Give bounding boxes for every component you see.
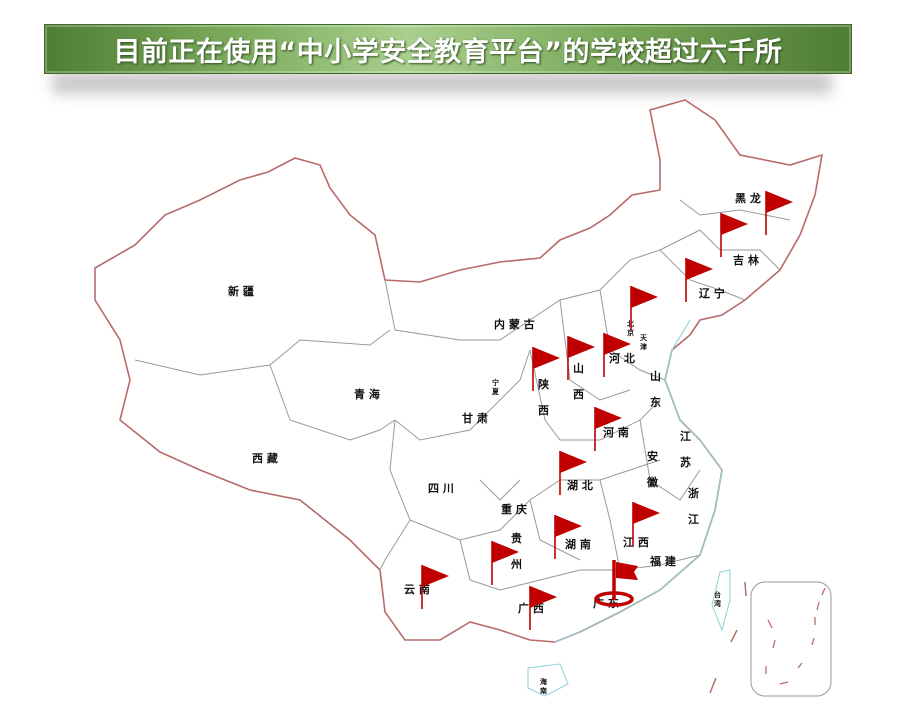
province-label: 辽 宁 [699,286,725,300]
province-label: 河 南 [603,425,629,439]
flag-marker [594,560,638,607]
flag-marker [529,586,557,630]
province-label: 海南 [540,677,547,695]
province-label: 陕西 [538,377,549,417]
province-label: 内 蒙 古 [494,317,535,331]
province-label: 台湾 [714,590,721,608]
province-label: 新 疆 [228,284,254,298]
flag-marker [567,336,595,380]
south-china-sea-inset [750,581,832,697]
flag-marker [632,502,660,546]
china-border [94,99,824,643]
flag-marker [559,451,587,495]
flag-marker [720,213,748,257]
province-label: 天津 [640,333,648,351]
province-label: 江 西 [623,535,649,549]
province-label: 湖 南 [565,537,591,551]
flag-marker [603,333,631,377]
banner-title: 目前正在使用“中小学安全教育平台”的学校超过六千所 [113,36,783,68]
province-label: 山东 [650,369,661,409]
province-label: 四 川 [428,482,454,495]
flag-marker [554,515,582,559]
flag-marker [685,258,713,302]
title-banner: 目前正在使用“中小学安全教育平台”的学校超过六千所 [44,24,852,74]
province-label: 甘 肃 [462,411,488,425]
province-label: 重 庆 [501,502,527,516]
province-label: 河 北 [609,351,635,365]
inset-dashes [765,587,826,685]
province-label: 湖 北 [567,478,593,492]
flag-marker [765,191,793,235]
coastline [554,319,723,643]
province-label: 安徽 [646,449,659,489]
flag-marker [532,347,560,391]
flag-marker [630,286,658,330]
province-label: 贵州 [510,531,522,571]
province-boundaries [134,199,791,591]
province-label: 浙江 [688,486,699,526]
province-label: 黑 龙 [735,191,761,205]
province-label: 青 海 [354,387,380,401]
nine-dash-line [709,581,747,694]
flag-marker [421,565,449,609]
province-label: 江苏 [680,429,691,469]
province-label: 山西 [573,361,584,401]
province-label: 福 建 [649,554,677,568]
banner-shadow [52,72,832,94]
taiwan-island [711,569,731,632]
flag-marker [594,407,622,451]
flag-marker [491,541,519,585]
hainan-island [527,663,569,697]
province-label: 西 藏 [252,451,278,465]
province-label: 吉 林 [733,253,759,267]
province-label: 宁夏 [491,378,500,396]
